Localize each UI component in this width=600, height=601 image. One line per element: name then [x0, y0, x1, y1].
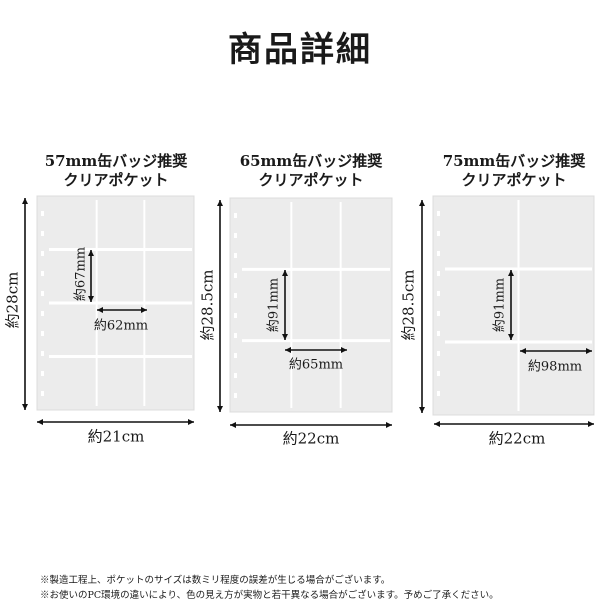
arrow-head: [341, 347, 347, 353]
clear-pocket-sheet: [229, 197, 393, 413]
binder-hole: [437, 211, 440, 216]
page-title: 商品詳細: [228, 30, 372, 70]
binder-hole: [41, 291, 44, 296]
binder-hole: [234, 293, 237, 298]
arrow-head: [37, 419, 43, 425]
arrow-head: [434, 421, 440, 427]
arrow-head: [508, 270, 514, 276]
arrow-head: [217, 200, 223, 206]
caption-line2: クリアポケット: [461, 171, 567, 189]
arrow-head: [508, 334, 514, 340]
height-label: 約28.5cm: [399, 269, 418, 341]
arrow-head: [88, 296, 94, 302]
height-label: 約28cm: [3, 271, 22, 329]
caption-line1: 75mm缶バッジ推奨: [442, 152, 586, 170]
binder-hole: [234, 393, 237, 398]
product-caption: 57mm缶バッジ推奨 クリアポケット: [16, 152, 216, 190]
pocket-width-label: 約62mm: [93, 318, 149, 334]
pocket-height-label: 約91mm: [492, 277, 508, 333]
binder-hole: [234, 333, 237, 338]
arrow-head: [282, 334, 288, 340]
binder-hole: [41, 351, 44, 356]
caption-line1: 57mm缶バッジ推奨: [44, 152, 188, 170]
arrow-head: [520, 348, 526, 354]
binder-hole: [437, 371, 440, 376]
binder-hole: [234, 273, 237, 278]
note-line: ※お使いのPC環境の違いにより、色の見え方が実物と若干異なる場合がございます。予…: [40, 590, 499, 601]
pocket-width-label: 約65mm: [288, 357, 344, 373]
pocket-height-label: 約91mm: [266, 277, 282, 333]
binder-hole: [437, 351, 440, 356]
arrow-head: [141, 307, 147, 313]
width-label: 約22cm: [488, 429, 546, 448]
note-line: ※製造工程上、ポケットのサイズは数ミリ程度の誤差が生じる場合がございます。: [40, 575, 391, 586]
binder-hole: [437, 331, 440, 336]
binder-hole: [234, 253, 237, 258]
arrow-head: [230, 422, 236, 428]
arrow-head: [22, 198, 28, 204]
arrow-head: [22, 404, 28, 410]
arrow-head: [285, 347, 291, 353]
binder-hole: [437, 391, 440, 396]
binder-hole: [437, 291, 440, 296]
arrow-head: [386, 422, 392, 428]
arrow-head: [188, 419, 194, 425]
binder-hole: [41, 391, 44, 396]
arrow-head: [419, 200, 425, 206]
binder-hole: [234, 233, 237, 238]
binder-hole: [437, 231, 440, 236]
binder-hole: [437, 251, 440, 256]
caption-line1: 65mm缶バッジ推奨: [239, 152, 383, 170]
binder-hole: [41, 371, 44, 376]
clear-pocket-sheet: [432, 195, 595, 416]
binder-hole: [41, 311, 44, 316]
binder-hole: [234, 353, 237, 358]
product-caption: 75mm缶バッジ推奨 クリアポケット: [414, 152, 600, 190]
binder-hole: [234, 313, 237, 318]
binder-hole: [437, 311, 440, 316]
pocket-width-label: 約98mm: [527, 359, 583, 375]
arrow-head: [588, 421, 594, 427]
height-label: 約28.5cm: [198, 269, 217, 341]
binder-hole: [41, 231, 44, 236]
arrow-head: [97, 307, 103, 313]
binder-hole: [234, 213, 237, 218]
binder-hole: [41, 331, 44, 336]
width-label: 約21cm: [87, 427, 145, 446]
binder-hole: [234, 373, 237, 378]
caption-line2: クリアポケット: [63, 171, 169, 189]
arrow-head: [282, 270, 288, 276]
arrow-head: [586, 348, 592, 354]
binder-hole: [41, 271, 44, 276]
product-caption: 65mm缶バッジ推奨 クリアポケット: [211, 152, 411, 190]
binder-hole: [41, 251, 44, 256]
pocket-height-label: 約67mm: [73, 246, 89, 302]
arrow-head: [419, 407, 425, 413]
binder-hole: [437, 271, 440, 276]
arrow-head: [217, 406, 223, 412]
binder-hole: [41, 211, 44, 216]
width-label: 約22cm: [282, 429, 340, 448]
arrow-head: [88, 250, 94, 256]
caption-line2: クリアポケット: [258, 171, 364, 189]
